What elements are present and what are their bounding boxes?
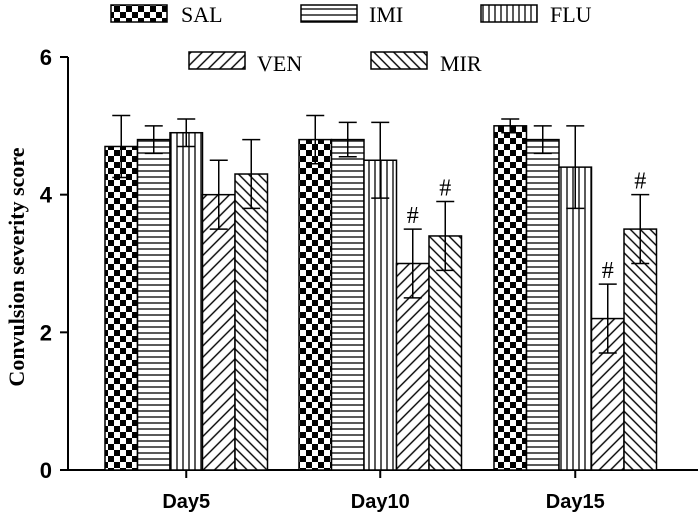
bar-flu-day10 (363, 159, 398, 471)
bar-sal-day5 (104, 145, 139, 471)
error-bar (306, 114, 325, 165)
bar-flu-day5 (169, 131, 204, 471)
bar-mir-day5 (234, 173, 269, 471)
bar-imi-day5 (136, 138, 171, 471)
x-category-label: Day10 (351, 491, 410, 513)
y-tick-label: 0 (40, 458, 52, 483)
bar-sal-day10 (298, 138, 333, 471)
significance-marker: # (407, 203, 419, 229)
bar-flu-day15 (558, 166, 593, 471)
x-axis: Day5 Day10 Day15 (67, 469, 698, 513)
error-bar (144, 125, 163, 155)
significance-marker: # (439, 176, 451, 202)
x-category-label: Day15 (546, 491, 605, 513)
bar-imi-day10 (330, 138, 365, 471)
error-bar (371, 121, 390, 199)
error-bar (566, 125, 585, 210)
legend-label-ven: VEN (257, 51, 302, 76)
significance-marker: # (634, 169, 646, 195)
bar-mir-day15 (623, 228, 658, 471)
error-bar (209, 159, 228, 230)
error-bar (598, 283, 617, 354)
legend-label-flu: FLU (550, 2, 592, 27)
bar-ven-day5 (201, 193, 236, 471)
legend-swatch-sal (110, 4, 168, 23)
bar-sal-day15 (493, 125, 528, 471)
error-bar (177, 118, 196, 148)
legend-label-imi: IMI (369, 2, 403, 27)
legend-swatch-imi (300, 4, 358, 23)
y-axis: 0 2 4 6 (40, 45, 69, 483)
legend-swatch-mir (370, 51, 428, 70)
y-axis-title: Convulsion severity score (4, 147, 29, 386)
error-bar (436, 200, 455, 272)
error-bar (242, 138, 261, 210)
error-bar (338, 121, 357, 158)
x-category-label: Day5 (162, 491, 210, 513)
legend: SAL IMI FLU VEN MIR (110, 2, 592, 76)
y-tick-label: 6 (40, 45, 52, 70)
y-tick-label: 2 (40, 320, 52, 345)
bar-imi-day15 (525, 138, 560, 471)
error-bars (112, 114, 650, 354)
error-bar (403, 228, 422, 299)
significance-markers: # # # # (407, 169, 647, 284)
legend-swatch-flu (480, 4, 538, 23)
legend-label-mir: MIR (440, 51, 482, 76)
y-tick-label: 4 (40, 183, 53, 208)
error-bar (501, 118, 520, 134)
legend-label-sal: SAL (181, 2, 223, 27)
error-bar (631, 193, 650, 265)
legend-swatch-ven (188, 51, 246, 70)
significance-marker: # (602, 258, 614, 284)
error-bar (112, 114, 131, 179)
bars (104, 125, 658, 471)
bar-mir-day10 (428, 235, 463, 471)
error-bar (533, 125, 552, 155)
